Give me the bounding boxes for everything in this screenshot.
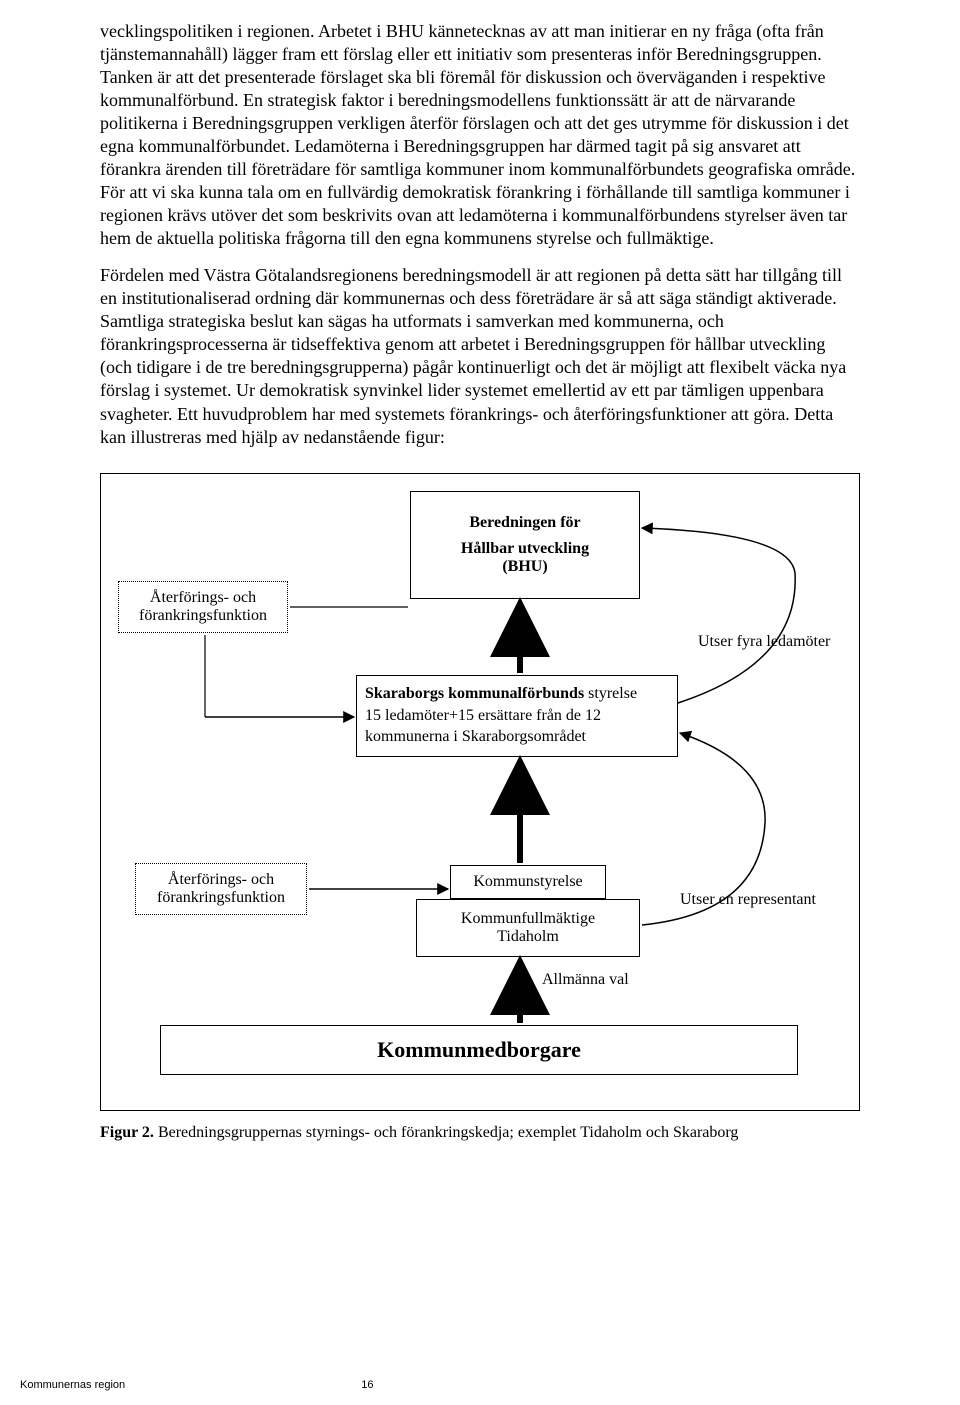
af2-l1: Återförings- och (168, 871, 274, 889)
km-text: Kommunmedborgare (377, 1037, 581, 1063)
af1-l1: Återförings- och (150, 589, 256, 607)
skarab-l3: kommunerna i Skaraborgsområdet (365, 726, 586, 748)
page-footer: Kommunernas region 16 (20, 1379, 374, 1391)
box-kommunstyrelse: Kommunstyrelse (450, 865, 606, 899)
label-utser-en: Utser en representant (680, 891, 816, 909)
box-skaraborg: Skaraborgs kommunalförbunds styrelse 15 … (356, 675, 678, 757)
caption-prefix: Figur 2. (100, 1124, 154, 1141)
figure-caption: Figur 2. Beredningsgruppernas styrnings-… (100, 1123, 860, 1144)
box-kommunfullmaktige: Kommunfullmäktige Tidaholm (416, 899, 640, 957)
bhu-line3: (BHU) (502, 558, 547, 576)
skarab-l2: 15 ledamöter+15 ersättare från de 12 (365, 705, 601, 727)
bhu-line2: Hållbar utveckling (461, 540, 589, 558)
page-content: vecklingspolitiken i regionen. Arbetet i… (0, 0, 960, 1183)
box-af2: Återförings- och förankringsfunktion (135, 863, 307, 915)
box-af1: Återförings- och förankringsfunktion (118, 581, 288, 633)
af1-l2: förankringsfunktion (139, 607, 267, 625)
footer-page: 16 (361, 1379, 373, 1391)
ks-text: Kommunstyrelse (473, 873, 582, 891)
af2-l2: förankringsfunktion (157, 889, 285, 907)
skarab-l1-rest: styrelse (584, 685, 637, 702)
page-container: vecklingspolitiken i regionen. Arbetet i… (0, 0, 960, 1405)
kf-l2: Tidaholm (497, 928, 559, 946)
caption-rest: Beredningsgruppernas styrnings- och föra… (154, 1124, 738, 1141)
paragraph-1: vecklingspolitiken i regionen. Arbetet i… (100, 20, 860, 250)
skarab-l1: Skaraborgs kommunalförbunds styrelse (365, 683, 637, 705)
box-kommunmedborgare: Kommunmedborgare (160, 1025, 798, 1075)
diagram: Beredningen för Hållbar utveckling (BHU)… (100, 473, 860, 1113)
kf-l1: Kommunfullmäktige (461, 910, 595, 928)
footer-left: Kommunernas region (20, 1379, 125, 1391)
label-allmanna-val: Allmänna val (542, 971, 629, 989)
paragraph-2: Fördelen med Västra Götalandsregionens b… (100, 264, 860, 448)
box-bhu: Beredningen för Hållbar utveckling (BHU) (410, 491, 640, 599)
skarab-l1-bold: Skaraborgs kommunalförbunds (365, 685, 584, 702)
label-utser-fyra: Utser fyra ledamöter (698, 633, 830, 651)
bhu-line1: Beredningen för (469, 514, 580, 532)
